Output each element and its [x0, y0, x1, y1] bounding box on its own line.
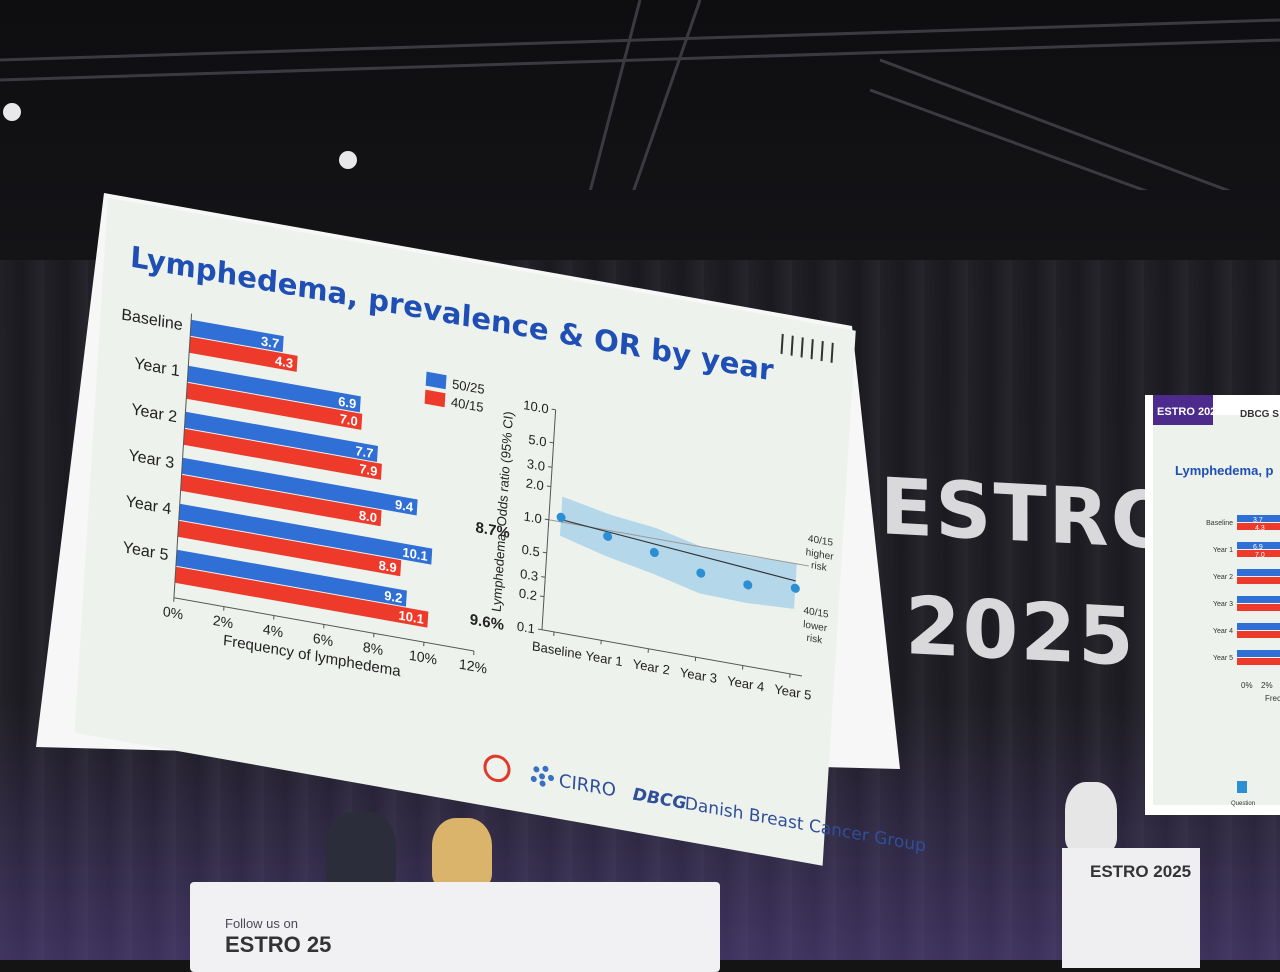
side-bar	[1237, 577, 1280, 584]
or-y-tick	[540, 596, 544, 597]
side-bar-value: 3.7	[1253, 517, 1263, 524]
bar-value-label: 8.0	[359, 507, 378, 525]
side-bar	[1237, 623, 1280, 630]
speaker	[1065, 782, 1117, 852]
side-category-label: Baseline	[1206, 520, 1233, 527]
side-bar	[1237, 658, 1280, 665]
or-y-tick	[545, 519, 549, 520]
question-icon	[1237, 781, 1247, 793]
bar-value-label: 9.2	[384, 588, 403, 606]
or-y-tick-label: 2.0	[525, 475, 544, 493]
side-bar	[1237, 650, 1280, 657]
side-screen-logo: ESTRO 2025	[1157, 406, 1222, 418]
side-bar	[1237, 596, 1280, 603]
side-bar	[1237, 604, 1280, 611]
side-screen-slide: ESTRO 2025 DBCG S Lymphedema, p Baseline…	[1145, 395, 1280, 815]
bar-value-label: 7.0	[339, 411, 358, 429]
side-category-label: Year 5	[1213, 655, 1233, 662]
or-y-tick	[541, 577, 545, 578]
bar-value-label: 8.9	[378, 557, 397, 575]
or-y-tick-label: 0.3	[520, 566, 539, 584]
or-y-tick	[552, 409, 556, 410]
side-bar-value: 4.3	[1255, 525, 1265, 532]
side-screen-title: Lymphedema, p	[1175, 463, 1274, 478]
side-category-label: Year 3	[1213, 601, 1233, 608]
or-y-tick-label: 5.0	[528, 432, 547, 450]
panelist-man	[326, 812, 396, 892]
side-bar	[1237, 631, 1280, 638]
or-y-tick	[550, 442, 554, 443]
side-mirror-screen: ESTRO 2025 DBCG S Lymphedema, p Baseline…	[1145, 395, 1280, 815]
or-y-tick-label: 0.2	[518, 585, 537, 603]
desk-brand: ESTRO 25	[225, 932, 331, 958]
or-y-tick-label: 0.5	[521, 542, 540, 560]
bar-value-label: 6.9	[338, 394, 357, 412]
or-y-tick-label: 3.0	[526, 456, 545, 474]
lectern-brand: ESTRO 2025	[1090, 862, 1191, 882]
side-screen-axis-label: Frec	[1265, 694, 1280, 703]
bar-value-label: 3.7	[261, 333, 280, 351]
bar-value-label: 7.7	[355, 443, 374, 461]
bar-value-label: 4.3	[275, 353, 294, 371]
side-screen-question: Question	[1231, 801, 1255, 807]
side-screen-tick-1: 2%	[1261, 681, 1273, 690]
or-y-tick	[548, 467, 552, 468]
side-screen-header: DBCG S	[1240, 409, 1279, 420]
or-y-tick	[538, 629, 542, 630]
side-bar-value: 6.9	[1253, 544, 1263, 551]
side-category-label: Year 4	[1213, 628, 1233, 635]
side-bar-value: 7.0	[1255, 552, 1265, 559]
bar-value-label: 7.9	[359, 461, 378, 479]
panelist-woman	[432, 818, 492, 888]
or-y-tick	[543, 552, 547, 553]
side-category-label: Year 2	[1213, 574, 1233, 581]
or-y-tick	[547, 486, 551, 487]
side-screen-tick-0: 0%	[1241, 681, 1253, 690]
or-y-tick-label: 0.1	[516, 618, 535, 636]
or-y-tick-label: 1.0	[523, 508, 542, 526]
side-category-label: Year 1	[1213, 547, 1233, 554]
side-bar	[1237, 569, 1280, 576]
desk-follow-text: Follow us on	[225, 916, 298, 931]
